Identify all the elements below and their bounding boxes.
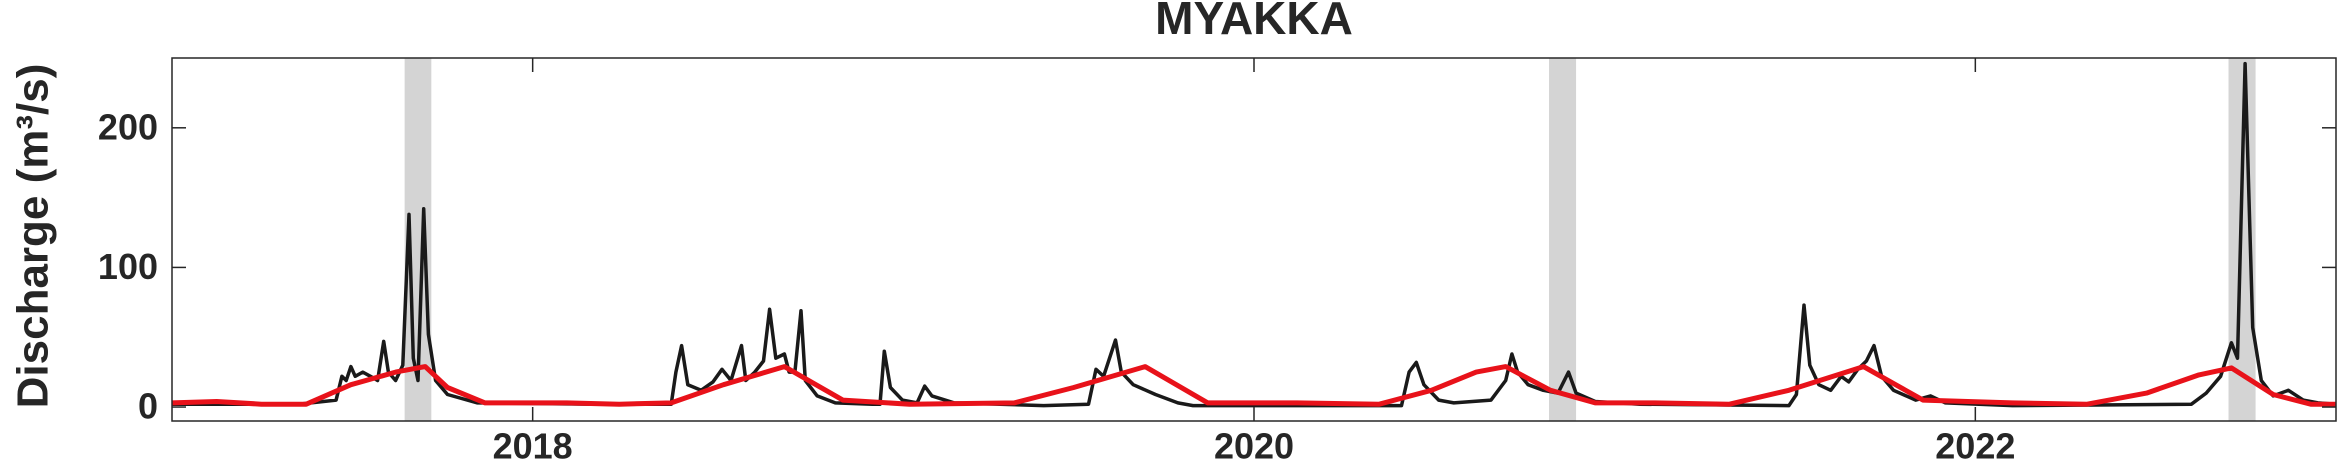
y-tick-label: 0 bbox=[138, 386, 158, 427]
x-tick-label: 2018 bbox=[493, 426, 573, 467]
y-axis-label: Discharge (m³/s) bbox=[9, 64, 58, 409]
x-tick-label: 2020 bbox=[1214, 426, 1294, 467]
axes-box bbox=[171, 57, 2337, 422]
series-line bbox=[172, 61, 2336, 408]
shaded-span bbox=[1549, 58, 1577, 421]
plot-area bbox=[172, 58, 2336, 421]
series-line bbox=[172, 364, 2336, 407]
y-tick-label: 200 bbox=[98, 106, 158, 147]
chart-title: MYAKKA bbox=[1155, 0, 1353, 44]
x-tick-label: 2022 bbox=[1935, 426, 2015, 467]
y-tick-label: 100 bbox=[98, 246, 158, 287]
